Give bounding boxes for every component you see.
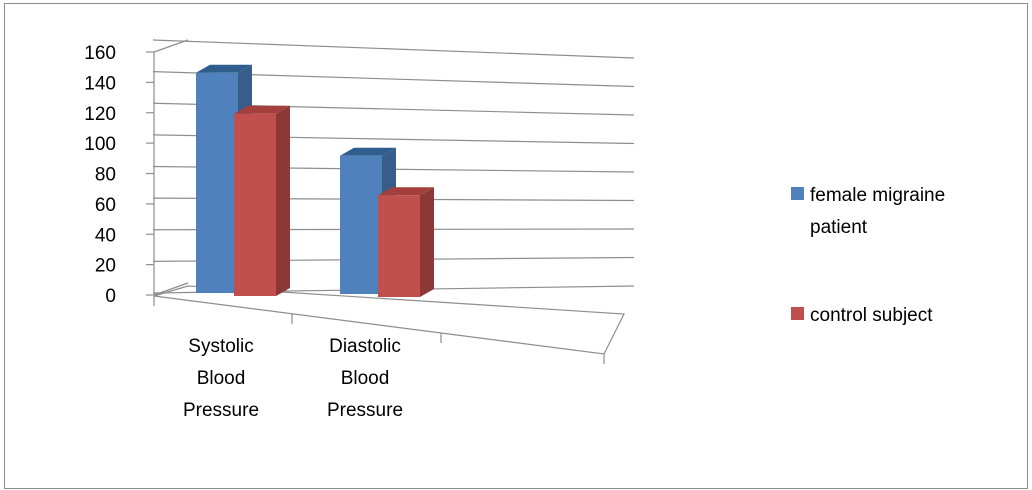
- bar-top: [378, 187, 434, 196]
- y-tick-label: 140: [84, 73, 116, 94]
- y-tick-label: 20: [95, 256, 116, 277]
- legend-label: control subject: [810, 305, 933, 326]
- legend-label: female migraine: [810, 185, 945, 206]
- x-category-label: Pressure: [183, 400, 259, 421]
- wall-edge: [153, 282, 189, 296]
- floor: [153, 285, 625, 355]
- x-category-label: Diastolic: [329, 336, 401, 357]
- y-tick-label: 100: [84, 134, 116, 155]
- chart-frame: [4, 3, 1028, 489]
- wall-edge: [153, 39, 189, 53]
- bar-side: [420, 187, 434, 297]
- legend-swatch: [791, 307, 804, 320]
- x-category-label: Pressure: [327, 400, 403, 421]
- bar: [196, 72, 238, 293]
- x-category-label: Blood: [341, 368, 390, 389]
- y-tick-label: 0: [105, 286, 116, 307]
- bar-top: [234, 105, 290, 114]
- y-tick-label: 60: [95, 195, 116, 216]
- x-category-label: Systolic: [188, 336, 253, 357]
- bar-top: [340, 147, 396, 156]
- y-tick-label: 80: [95, 165, 116, 186]
- y-tick-label: 40: [95, 225, 116, 246]
- y-tick-label: 120: [84, 104, 116, 125]
- bar: [378, 195, 420, 297]
- legend-label: patient: [810, 217, 868, 238]
- bar-top: [196, 64, 252, 73]
- bar: [340, 155, 382, 294]
- y-tick-label: 160: [84, 43, 116, 64]
- bar: [234, 113, 276, 296]
- bar-side: [276, 105, 290, 296]
- legend-swatch: [791, 187, 804, 200]
- gridline: [152, 39, 635, 59]
- x-category-label: Blood: [197, 368, 246, 389]
